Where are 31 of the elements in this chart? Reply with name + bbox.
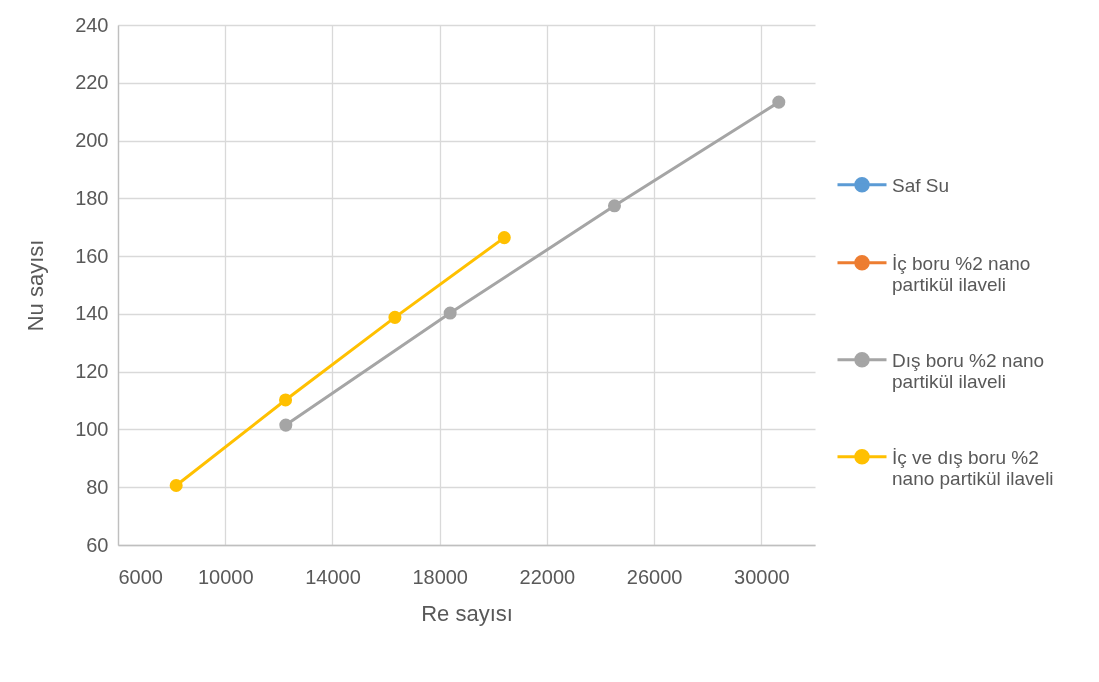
y-tick-label: 140 bbox=[75, 302, 109, 325]
y-tick-label: 100 bbox=[75, 417, 109, 440]
x-axis-title: Re sayısı bbox=[421, 600, 513, 626]
point bbox=[279, 393, 293, 407]
y-tick-label: 120 bbox=[75, 360, 109, 383]
point bbox=[169, 478, 183, 492]
point bbox=[772, 95, 786, 109]
y-tick-label: 180 bbox=[75, 186, 109, 209]
point bbox=[279, 418, 293, 432]
x-tick-label: 18000 bbox=[412, 565, 468, 588]
point bbox=[443, 306, 457, 320]
legend-label: Saf Su bbox=[892, 174, 950, 196]
legend-label: İç ve dış boru %2 nano partikül ilaveli bbox=[892, 446, 1054, 489]
y-axis-title: Nu sayısı bbox=[23, 239, 49, 332]
y-tick-label: 160 bbox=[75, 244, 109, 267]
x-tick-label: 6000 bbox=[118, 565, 163, 588]
x-tick-label: 30000 bbox=[734, 565, 790, 588]
x-tick-label: 14000 bbox=[305, 565, 361, 588]
y-tick-label: 200 bbox=[75, 129, 109, 152]
x-tick-label: 26000 bbox=[626, 565, 683, 588]
point bbox=[388, 310, 402, 324]
y-tick-label: 80 bbox=[86, 475, 109, 498]
y-tick-label: 220 bbox=[75, 71, 109, 94]
x-tick-label: 22000 bbox=[519, 565, 576, 588]
y-tick-label: 60 bbox=[86, 533, 109, 556]
y-tick-label: 240 bbox=[75, 13, 109, 36]
point bbox=[607, 199, 621, 213]
point bbox=[497, 231, 511, 245]
legend-label: İç boru %2 nano partikül ilaveli bbox=[892, 252, 1031, 295]
legend-label: Dış boru %2 nano partikül ilaveli bbox=[892, 349, 1045, 392]
x-tick-label: 10000 bbox=[197, 565, 254, 588]
